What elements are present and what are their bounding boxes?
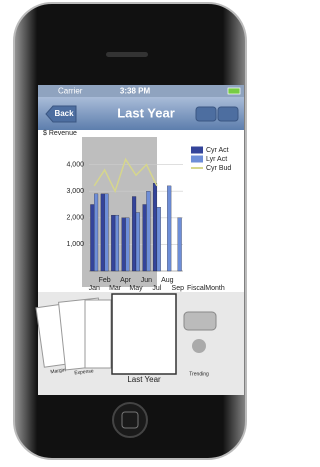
x-tick-label: Jul bbox=[152, 285, 161, 292]
legend-swatch bbox=[191, 156, 203, 163]
x-tick-label: Apr bbox=[120, 277, 132, 284]
thumbnail-selected[interactable] bbox=[112, 294, 176, 374]
y-tick-label: 3,000 bbox=[66, 188, 84, 195]
bar bbox=[143, 205, 147, 272]
legend-swatch bbox=[191, 147, 203, 154]
back-label[interactable]: Back bbox=[54, 109, 74, 118]
bar bbox=[101, 194, 105, 271]
x-tick-label: Jun bbox=[141, 277, 152, 284]
bar bbox=[132, 197, 136, 271]
x-tick-label: Mar bbox=[109, 285, 122, 292]
y-axis-label: $ Revenue bbox=[43, 130, 77, 137]
clock: 3:38 PM bbox=[120, 87, 151, 96]
y-tick-label: 1,000 bbox=[66, 241, 84, 248]
bar bbox=[136, 212, 140, 271]
view-button[interactable] bbox=[196, 107, 216, 121]
phone: Carrier 3:38 PM Back Last Year $ Revenue… bbox=[0, 0, 254, 462]
x-tick-label: Aug bbox=[161, 277, 174, 284]
bar bbox=[94, 194, 98, 271]
bar bbox=[115, 215, 119, 271]
thumbnail[interactable] bbox=[85, 300, 111, 368]
bar bbox=[167, 186, 171, 271]
thumbnail[interactable] bbox=[184, 312, 216, 330]
page: Carrier 3:38 PM Back Last Year $ Revenue… bbox=[0, 0, 254, 462]
bar bbox=[178, 218, 182, 271]
y-tick-label: 4,000 bbox=[66, 161, 84, 168]
x-tick-label: Jan bbox=[89, 285, 100, 292]
grid-button[interactable] bbox=[218, 107, 238, 121]
x-axis-label: FiscalMonth bbox=[187, 285, 225, 292]
bar bbox=[146, 191, 150, 271]
thumbnail-caption: Last Year bbox=[127, 375, 161, 384]
thumbnail-caption: Trending bbox=[189, 371, 209, 377]
bar bbox=[126, 218, 130, 271]
bar bbox=[90, 205, 94, 272]
nav-title: Last Year bbox=[117, 105, 175, 120]
trend-icon bbox=[192, 339, 206, 353]
battery bbox=[228, 88, 240, 94]
bar bbox=[157, 207, 161, 271]
y-tick-label: 2,000 bbox=[66, 215, 84, 222]
carrier: Carrier bbox=[58, 87, 83, 96]
earpiece bbox=[106, 52, 148, 57]
bar bbox=[111, 215, 115, 271]
home-button[interactable] bbox=[113, 403, 147, 437]
x-tick-label: May bbox=[129, 285, 143, 292]
x-tick-label: Feb bbox=[99, 277, 111, 284]
bar bbox=[122, 218, 126, 271]
x-tick-label: Sep bbox=[172, 285, 185, 292]
bar bbox=[153, 183, 157, 271]
bar bbox=[105, 194, 109, 271]
legend-label: Lyr Act bbox=[206, 156, 227, 163]
legend-label: Cyr Act bbox=[206, 147, 229, 154]
legend-label: Cyr Bud bbox=[206, 165, 231, 172]
